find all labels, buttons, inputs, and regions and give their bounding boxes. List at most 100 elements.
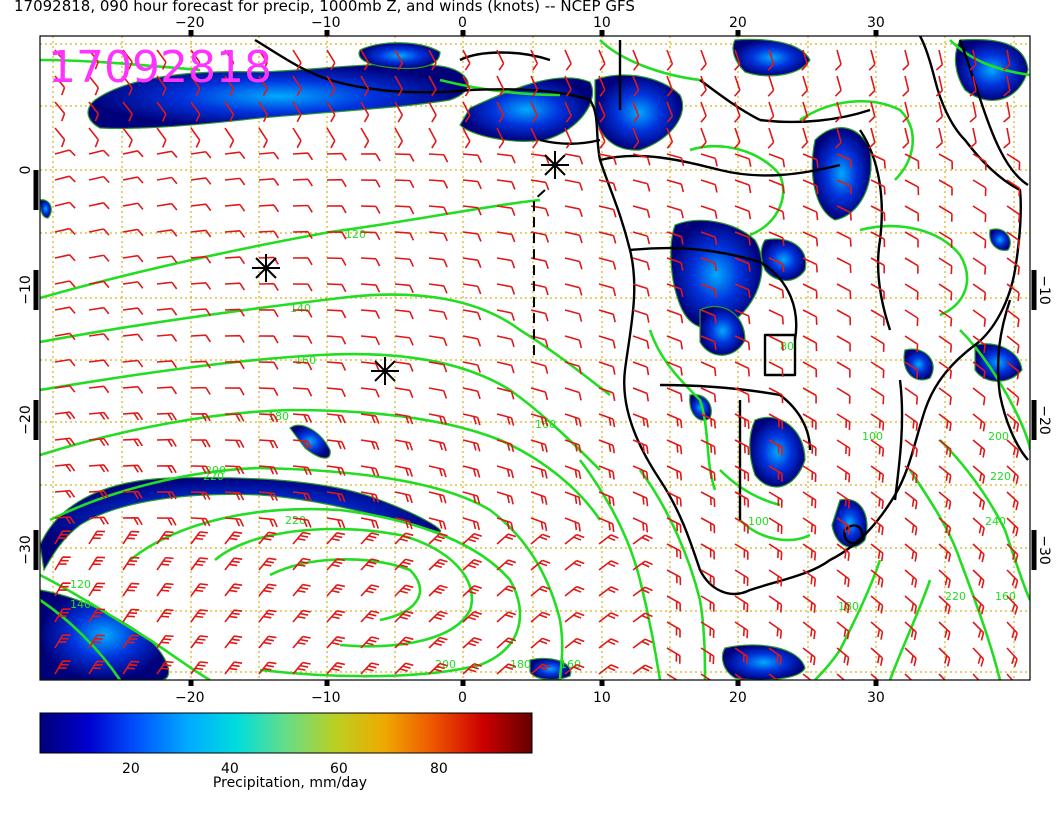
wind-barb xyxy=(54,75,66,96)
wind-barb xyxy=(870,647,884,666)
wind-barb xyxy=(836,153,853,169)
contour-label: 140 xyxy=(70,598,91,611)
wind-barb xyxy=(734,439,750,456)
wind-barb xyxy=(598,75,606,97)
wind-barb xyxy=(496,637,517,649)
wind-barb xyxy=(666,413,683,429)
wind-barb xyxy=(768,673,782,680)
wind-barb xyxy=(88,333,110,341)
wind-barb xyxy=(224,517,245,527)
wind-barb xyxy=(258,282,279,291)
wind-barb xyxy=(326,465,346,476)
wind-barb xyxy=(802,413,817,430)
wind-barb xyxy=(496,179,516,190)
wind-barb xyxy=(394,413,414,425)
wind-barb xyxy=(530,491,548,505)
x-tick-label: 30 xyxy=(867,690,885,706)
wind-barb xyxy=(632,49,640,71)
wind-barb xyxy=(904,153,920,169)
x-tick-label: 0 xyxy=(458,690,467,706)
wind-barb xyxy=(88,660,106,675)
wind-barb xyxy=(938,491,952,510)
contour-label: 200 xyxy=(988,430,1009,443)
wind-barb xyxy=(394,636,414,649)
wind-barb xyxy=(360,257,381,267)
wind-barb xyxy=(598,534,619,545)
wind-barb xyxy=(462,49,471,71)
wind-barb xyxy=(462,75,471,97)
contour-label: 220 xyxy=(990,470,1011,483)
wind-barb xyxy=(666,361,683,376)
wind-barb xyxy=(88,556,106,571)
wind-barb xyxy=(938,543,952,562)
wind-barb xyxy=(801,127,809,149)
height-contours xyxy=(40,39,1030,680)
wind-barb xyxy=(122,150,144,158)
wind-barb xyxy=(836,179,853,195)
wind-barb xyxy=(598,205,617,218)
wind-barb xyxy=(190,308,212,317)
wind-barb xyxy=(868,127,876,149)
wind-barb xyxy=(326,491,346,503)
wind-barb xyxy=(496,283,516,295)
wind-barb xyxy=(972,595,985,615)
wind-barb xyxy=(734,231,751,246)
colorbar: 20 40 60 80 xyxy=(39,712,533,777)
wind-barb xyxy=(190,386,211,395)
wind-barb xyxy=(1006,257,1020,275)
wind-barb xyxy=(224,413,245,422)
wind-barb xyxy=(190,101,201,122)
wind-barb xyxy=(258,204,280,213)
wind-barb xyxy=(1003,75,1011,97)
wind-barb xyxy=(734,543,749,560)
wind-barb xyxy=(496,387,515,400)
wind-barb xyxy=(394,309,414,320)
wind-barb xyxy=(666,179,685,193)
wind-barb xyxy=(768,595,783,613)
wind-barb xyxy=(530,413,549,427)
wind-barb xyxy=(122,359,144,368)
wind-barb xyxy=(734,621,749,639)
wind-barb xyxy=(394,610,414,623)
wind-barb xyxy=(292,439,312,450)
wind-barb xyxy=(666,647,681,664)
wind-barb xyxy=(258,230,279,239)
wind-barb xyxy=(156,150,178,158)
wind-barb xyxy=(700,309,717,324)
y-axis-left-labels: 0 −10 −20 −30 xyxy=(18,166,34,565)
wind-barb xyxy=(666,543,682,560)
wind-barb xyxy=(224,635,243,649)
wind-barb xyxy=(904,491,918,510)
wind-barb xyxy=(564,101,572,123)
wind-barb xyxy=(360,439,380,451)
wind-barb xyxy=(292,230,313,240)
wind-barb xyxy=(88,530,106,545)
wind-barb xyxy=(360,101,370,123)
wind-barbs xyxy=(54,49,1021,680)
wind-barb xyxy=(462,439,481,452)
wind-barb xyxy=(360,491,380,503)
wind-barb xyxy=(734,647,749,665)
wind-barb xyxy=(904,231,919,248)
wind-barb xyxy=(836,361,851,378)
colorbar-label: Precipitation, mm/day xyxy=(212,775,368,791)
map-title: 17092818, 090 hour forecast for precip, … xyxy=(14,0,635,15)
wind-barb xyxy=(122,438,144,447)
wind-barb xyxy=(394,179,415,189)
wind-barb xyxy=(394,558,414,571)
wind-barb xyxy=(54,634,71,649)
wind-barb xyxy=(870,595,884,614)
wind-barb xyxy=(462,153,483,163)
wind-barb xyxy=(428,361,448,373)
wind-barb xyxy=(326,75,336,97)
wind-barb xyxy=(326,231,347,240)
wind-barb xyxy=(496,465,515,479)
wind-barb xyxy=(190,255,212,264)
wind-barb xyxy=(462,361,481,373)
wind-barb xyxy=(666,387,683,402)
wind-barb xyxy=(394,153,415,162)
wind-barb xyxy=(972,517,985,537)
wind-barb xyxy=(394,283,414,294)
wind-barb xyxy=(428,491,447,504)
wind-barb xyxy=(156,660,174,675)
